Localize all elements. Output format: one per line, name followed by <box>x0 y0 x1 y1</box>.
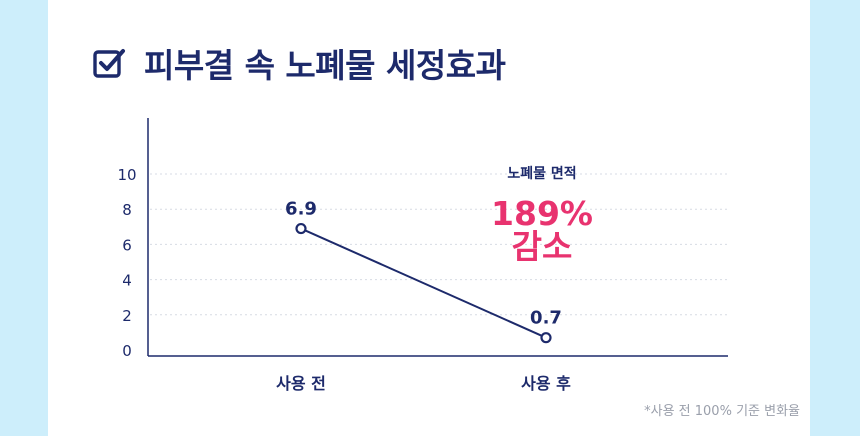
title-row: 피부결 속 노폐물 세정효과 <box>92 38 506 88</box>
data-point <box>295 222 307 235</box>
grid-lines <box>150 173 728 316</box>
y-tick-label: 8 <box>122 201 132 219</box>
data-point <box>540 332 552 344</box>
series-line <box>300 227 547 339</box>
annotation-label: 노폐물 면적 <box>507 165 576 182</box>
series: 6.9 0.7 <box>285 199 562 344</box>
y-tick-labels: 0 2 4 6 8 10 <box>117 166 136 360</box>
x-category-labels: 사용 전 사용 후 <box>276 374 571 393</box>
y-tick-label: 10 <box>117 166 136 184</box>
x-category-label: 사용 전 <box>276 374 326 393</box>
data-label: 0.7 <box>530 308 562 329</box>
page-title: 피부결 속 노폐물 세정효과 <box>144 46 506 85</box>
y-tick-label: 0 <box>122 342 132 360</box>
annotation-value: 189% <box>491 194 593 233</box>
annotation-value-unit: 감소 <box>512 227 573 266</box>
x-category-label: 사용 후 <box>521 374 571 393</box>
checkbox-icon <box>93 49 125 78</box>
footnote: *사용 전 100% 기준 변화율 <box>644 404 800 419</box>
chart-card <box>48 0 810 436</box>
y-tick-label: 6 <box>122 236 132 254</box>
y-tick-label: 4 <box>122 272 132 290</box>
annotation: 노폐물 면적 189% 감소 <box>491 165 593 266</box>
y-tick-label: 2 <box>122 307 132 325</box>
data-label: 6.9 <box>285 199 317 220</box>
